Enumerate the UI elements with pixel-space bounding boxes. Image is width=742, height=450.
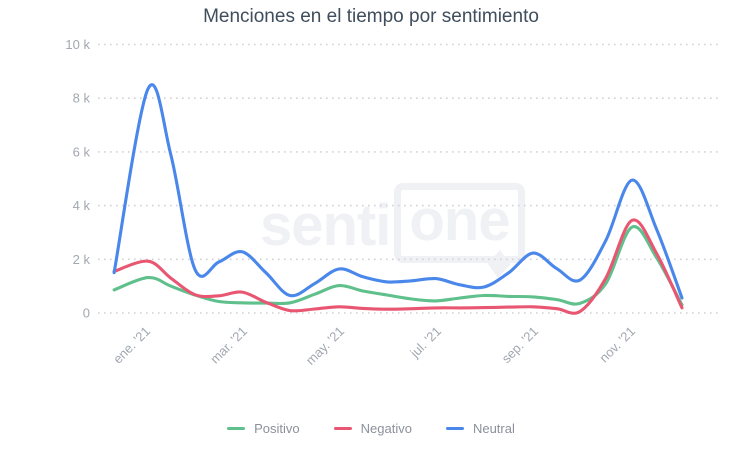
x-axis-tick-label: mar. '21 [207, 324, 250, 367]
legend-marker-positivo [227, 427, 246, 430]
x-axis-tick-label: sep. '21 [499, 324, 542, 367]
y-axis-tick-label: 6 k [73, 144, 91, 159]
legend-label: Negativo [360, 421, 412, 436]
y-axis-tick-label: 8 k [73, 91, 91, 106]
x-axis-tick-label: may. '21 [303, 324, 347, 368]
legend-marker-neutral [445, 427, 464, 430]
legend-item-positivo[interactable]: Positivo [227, 421, 300, 436]
x-axis-tick-label: nov. '21 [596, 324, 638, 366]
watermark-text-one: one [409, 188, 510, 253]
legend-marker-negativo [333, 427, 352, 430]
y-axis-tick-label: 4 k [73, 198, 91, 213]
chart-title: Menciones en el tiempo por sentimiento [203, 6, 539, 27]
legend-label: Positivo [254, 421, 300, 436]
y-axis-tick-label: 10 k [65, 37, 90, 52]
series-line-negativo [112, 218, 684, 315]
legend-item-negativo[interactable]: Negativo [333, 421, 412, 436]
x-axis-tick-label: ene. '21 [110, 324, 153, 367]
x-axis-tick-label: jul. '21 [407, 324, 445, 362]
y-axis-tick-label: 0 [83, 306, 90, 321]
legend-label: Neutral [472, 421, 515, 436]
y-axis-tick-label: 2 k [73, 252, 91, 267]
chart-legend: Positivo Negativo Neutral [0, 421, 742, 436]
series-line-neutral [112, 83, 684, 300]
legend-item-neutral[interactable]: Neutral [445, 421, 515, 436]
series-line-positivo [112, 225, 684, 307]
